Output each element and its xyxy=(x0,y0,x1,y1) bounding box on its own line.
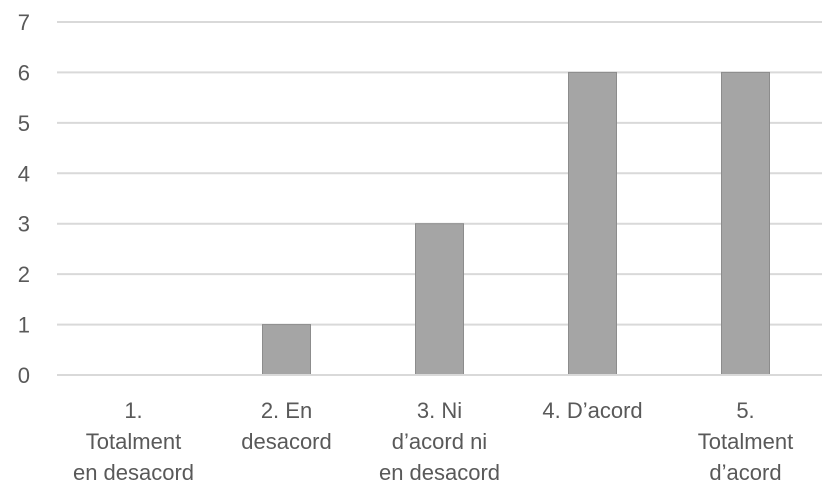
y-tick-label: 0 xyxy=(18,363,30,388)
x-axis-labels: 1. Totalment en desacord 2. En desacord 3. Ni… xyxy=(57,374,822,485)
bar-4 xyxy=(568,71,617,376)
x-category-label: 2. En desacord xyxy=(241,398,332,454)
x-category-label-line: 3. Ni xyxy=(417,398,462,423)
y-tick-label: 3 xyxy=(18,212,30,237)
y-tick-label: 5 xyxy=(18,111,30,136)
y-tick-label: 4 xyxy=(18,161,30,186)
y-tick-label: 7 xyxy=(18,10,30,35)
x-category-label-line: 5. xyxy=(736,398,754,423)
x-category-label: 3. Ni d’acord ni en desacord xyxy=(379,398,500,485)
x-category-label-line: 2. En xyxy=(261,398,312,423)
y-tick-label: 2 xyxy=(18,262,30,287)
x-category-label-line: Totalment xyxy=(698,429,793,454)
y-tick-label: 6 xyxy=(18,60,30,85)
x-category-label-line: 4. D’acord xyxy=(542,398,642,423)
bar-2 xyxy=(262,324,311,376)
x-category-label-line: en desacord xyxy=(73,460,194,484)
x-category-label-line: en desacord xyxy=(379,460,500,484)
bar-5 xyxy=(721,71,770,376)
x-category-label: 5. Totalment d’acord xyxy=(698,398,793,485)
bar-3 xyxy=(415,223,464,376)
x-category-label: 4. D’acord xyxy=(542,398,642,423)
x-category-label: 1. Totalment en desacord xyxy=(73,398,194,485)
y-axis-ticks: 0 1 2 3 4 5 6 7 xyxy=(18,10,30,388)
bars xyxy=(262,71,770,376)
x-category-label-line: d’acord xyxy=(709,460,781,484)
x-category-label-line: 1. xyxy=(124,398,142,423)
y-tick-label: 1 xyxy=(18,313,30,338)
x-category-label-line: d’acord ni xyxy=(392,429,487,454)
x-category-label-line: Totalment xyxy=(86,429,181,454)
x-category-label-line: desacord xyxy=(241,429,332,454)
